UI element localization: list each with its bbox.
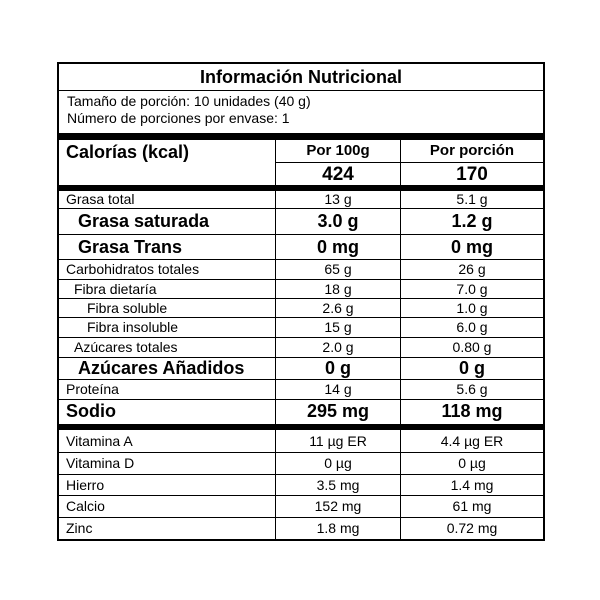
nutrient-name: Vitamina A bbox=[59, 430, 276, 452]
nutrient-per100: 2.0 g bbox=[276, 338, 401, 357]
nutrient-row: Grasa saturada 3.0 g 1.2 g bbox=[59, 209, 543, 235]
nutrient-name: Fibra insoluble bbox=[59, 318, 276, 337]
nutrient-per-serving: 0 µg bbox=[458, 455, 486, 471]
nutrient-per-serving: 1.4 mg bbox=[450, 476, 494, 493]
nutrient-per-serving: 6.0 g bbox=[456, 319, 488, 335]
nutrient-per100: 14 g bbox=[276, 380, 401, 399]
nutrient-name: Azúcares Añadidos bbox=[59, 358, 276, 379]
nutrient-per-serving: 26 g bbox=[458, 261, 486, 277]
nutrient-per100: 0 µg bbox=[276, 453, 401, 474]
nutrient-per-serving: 0.80 g bbox=[452, 339, 492, 355]
nutrient-per-serving: 4.4 µg ER bbox=[440, 433, 504, 449]
nutrient-name: Fibra dietaría bbox=[59, 280, 276, 298]
nutrient-row: Proteína 14 g 5.6 g bbox=[59, 380, 543, 400]
col-header-per-serving: Por porción bbox=[401, 140, 543, 163]
nutrient-per-serving: 1.2 g bbox=[451, 211, 493, 231]
nutrient-row: Zinc 1.8 mg 0.72 mg bbox=[59, 517, 543, 539]
nutrient-per-serving: 1.0 g bbox=[456, 300, 488, 316]
nutrient-row: Fibra insoluble 15 g 6.0 g bbox=[59, 318, 543, 338]
nutrient-per100: 0 mg bbox=[276, 235, 401, 259]
nutrient-per100: 18 g bbox=[276, 280, 401, 298]
nutrient-per-serving: 0.72 mg bbox=[446, 519, 498, 536]
nutrient-row: Hierro 3.5 mg 1.4 mg bbox=[59, 474, 543, 496]
serving-size: Tamaño de porción: 10 unidades (40 g) bbox=[67, 93, 311, 109]
nutrient-row: Carbohidratos totales 65 g 26 g bbox=[59, 260, 543, 280]
nutrient-row: Sodio 295 mg 118 mg bbox=[59, 400, 543, 424]
nutrient-per100: 2.6 g bbox=[276, 299, 401, 317]
nutrient-name: Zinc bbox=[59, 517, 276, 539]
nutrient-per100: 65 g bbox=[276, 260, 401, 279]
serving-info: Tamaño de porción: 10 unidades (40 g) Nú… bbox=[59, 91, 543, 133]
divider-thick bbox=[59, 185, 543, 191]
nutrient-per100: 11 µg ER bbox=[276, 430, 401, 452]
nutrient-name: Grasa Trans bbox=[59, 235, 276, 259]
nutrient-per100: 0 g bbox=[276, 358, 401, 379]
divider-thick bbox=[59, 424, 543, 430]
nutrient-name: Carbohidratos totales bbox=[59, 260, 276, 279]
nutrient-per100: 3.5 mg bbox=[276, 474, 401, 495]
nutrient-per-serving: 5.6 g bbox=[456, 381, 488, 397]
nutrient-name: Fibra soluble bbox=[59, 299, 276, 317]
calories-per-serving: 170 bbox=[456, 164, 488, 185]
nutrient-name: Calcio bbox=[59, 496, 276, 517]
nutrient-per-serving: 61 mg bbox=[452, 498, 492, 514]
nutrition-facts-label: Información Nutricional Tamaño de porció… bbox=[57, 62, 545, 541]
calories-per100: 424 bbox=[322, 164, 354, 185]
nutrient-name: Hierro bbox=[59, 474, 276, 495]
col-header-per100: Por 100g bbox=[276, 140, 400, 163]
nutrient-name: Grasa total bbox=[59, 191, 276, 208]
nutrient-name: Vitamina D bbox=[59, 453, 276, 474]
nutrient-row: Calcio 152 mg 61 mg bbox=[59, 496, 543, 518]
nutrient-name: Sodio bbox=[59, 400, 276, 424]
calories-label: Calorías (kcal) bbox=[59, 140, 276, 185]
nutrient-per-serving: 118 mg bbox=[441, 401, 503, 421]
nutrient-per-serving: 0 mg bbox=[450, 237, 493, 257]
servings-per-container: Número de porciones por envase: 1 bbox=[67, 110, 290, 126]
nutrient-per100: 13 g bbox=[276, 191, 401, 208]
nutrient-row: Fibra soluble 2.6 g 1.0 g bbox=[59, 299, 543, 318]
nutrient-row: Grasa Trans 0 mg 0 mg bbox=[59, 235, 543, 260]
nutrient-name: Azúcares totales bbox=[59, 338, 276, 357]
nutrients-table: Grasa total 13 g 5.1 g Grasa saturada 3.0 g 1… bbox=[59, 191, 543, 424]
nutrient-per-serving: 0 g bbox=[458, 358, 485, 378]
nutrient-row: Fibra dietaría 18 g 7.0 g bbox=[59, 280, 543, 299]
nutrient-row: Azúcares totales 2.0 g 0.80 g bbox=[59, 338, 543, 358]
nutrient-per100: 3.0 g bbox=[276, 209, 401, 234]
divider-thick bbox=[59, 133, 543, 140]
nutrient-name: Grasa saturada bbox=[59, 209, 276, 234]
nutrient-per100: 152 mg bbox=[276, 496, 401, 517]
nutrient-per-serving: 5.1 g bbox=[456, 191, 488, 207]
nutrient-row: Vitamina A 11 µg ER 4.4 µg ER bbox=[59, 430, 543, 453]
nutrient-per-serving: 7.0 g bbox=[456, 281, 488, 297]
calories-row: Calorías (kcal) Por 100g 424 Por porción… bbox=[59, 140, 543, 185]
nutrient-row: Grasa total 13 g 5.1 g bbox=[59, 191, 543, 209]
nutrient-per100: 15 g bbox=[276, 318, 401, 337]
label-title: Información Nutricional bbox=[59, 64, 543, 91]
nutrient-name: Proteína bbox=[59, 380, 276, 399]
nutrient-per100: 295 mg bbox=[276, 400, 401, 424]
nutrient-per100: 1.8 mg bbox=[276, 517, 401, 539]
